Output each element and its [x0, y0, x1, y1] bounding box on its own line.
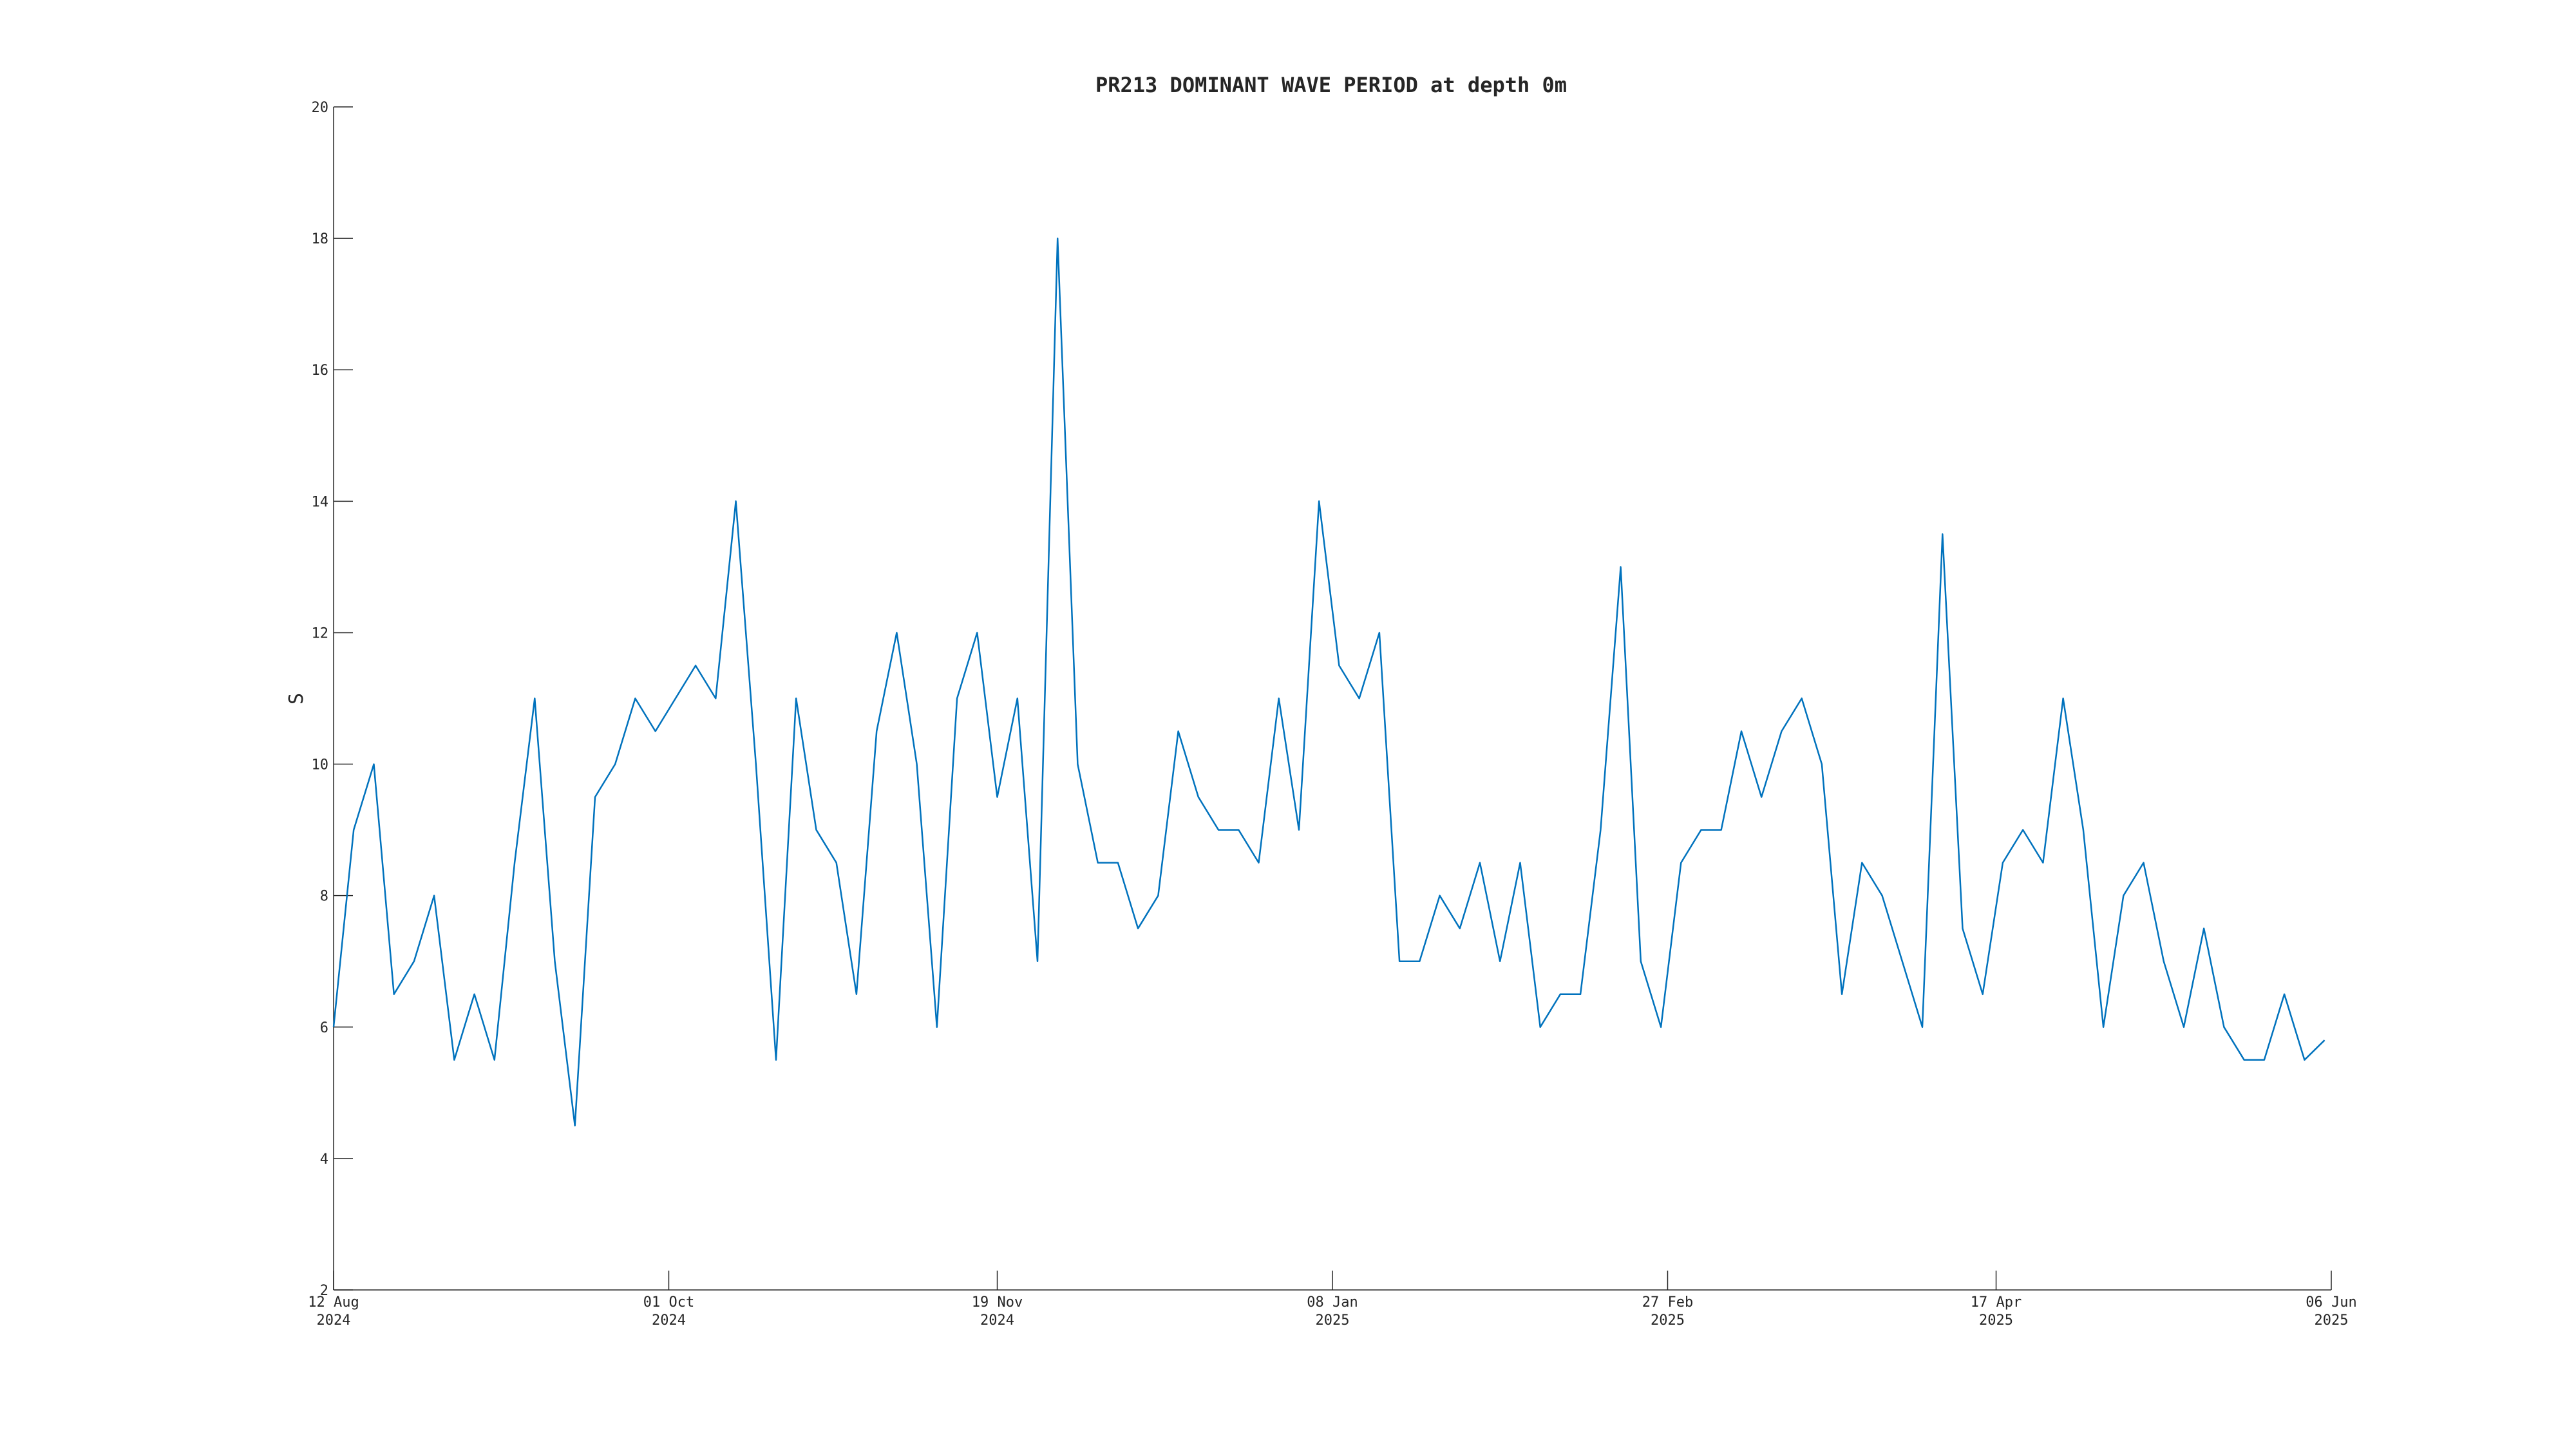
- y-tick-label: 10: [312, 757, 329, 773]
- y-tick-label: 2: [320, 1283, 328, 1299]
- data-line: [332, 237, 2325, 1127]
- x-tick-label: 08 Jan 2025: [1307, 1294, 1358, 1329]
- x-tick-label: 17 Apr 2025: [1970, 1294, 2022, 1329]
- y-tick-label: 6: [320, 1020, 328, 1036]
- y-axis-label: S: [285, 693, 308, 705]
- y-tick-label: 12: [312, 625, 329, 641]
- x-tick-label: 27 Feb 2025: [1642, 1294, 1694, 1329]
- y-tick-label: 20: [312, 100, 329, 116]
- x-tick-label: 06 Jun 2025: [2306, 1294, 2357, 1329]
- chart-title: PR213 DOMINANT WAVE PERIOD at depth 0m: [1095, 73, 1567, 97]
- y-tick-label: 18: [312, 231, 329, 247]
- x-tick-label: 01 Oct 2024: [643, 1294, 695, 1329]
- x-tick-label: 12 Aug 2024: [308, 1294, 359, 1329]
- y-tick-label: 4: [320, 1151, 328, 1168]
- x-tick-label: 19 Nov 2024: [971, 1294, 1023, 1329]
- y-tick-label: 16: [312, 363, 329, 379]
- y-tick-label: 8: [320, 889, 328, 905]
- y-tick-label: 14: [312, 494, 329, 510]
